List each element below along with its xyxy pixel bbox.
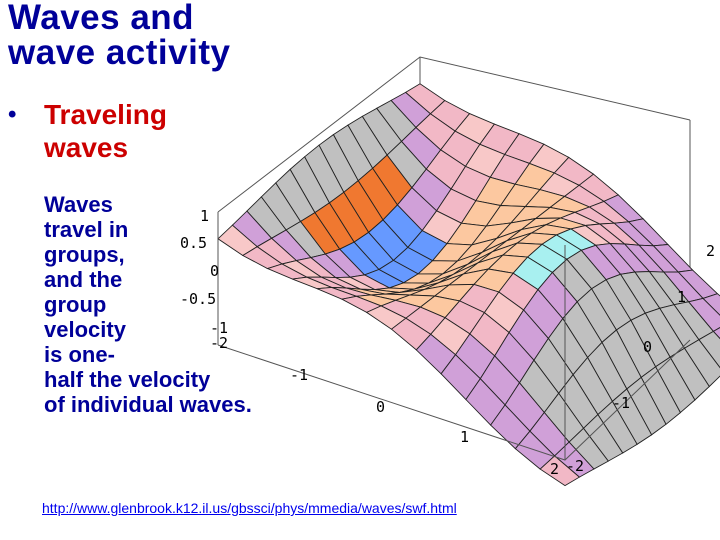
bullet-line-2: waves [44,132,129,163]
body-line: half the velocity [44,367,211,392]
z-tick-label: -0.5 [180,290,216,308]
x-tick-label: 0 [376,398,385,416]
source-link[interactable]: http://www.glenbrook.k12.il.us/gbssci/ph… [42,500,457,516]
y-tick-label: -2 [566,457,584,475]
body-line: of individual waves. [44,392,252,417]
y-tick-label: 1 [677,288,686,306]
title-line-1: Waves and [8,0,195,37]
body-line: group [44,292,107,317]
z-tick-label: 1 [200,207,209,225]
x-tick-label: -2 [210,334,228,352]
y-tick-label: 2 [706,242,715,260]
bullet-icon: • [8,101,17,128]
y-tick-label: -1 [612,394,630,412]
body-line: Waves [44,192,113,217]
bullet-heading: Traveling waves [44,98,224,164]
box-front-edges [217,212,691,461]
z-tick-label: 0.5 [180,234,207,252]
bullet-line-1: Traveling [44,99,167,130]
surface-mesh [217,83,720,487]
body-line: travel in [44,217,129,242]
x-tick-label: -1 [290,366,308,384]
body-line: groups, [44,242,125,267]
body-line: velocity [44,317,126,342]
z-tick-label: -1 [210,319,228,337]
body-paragraph: Waves travel in groups, and the group ve… [44,192,252,417]
slide-title: Waves and wave activity [8,0,230,70]
surface-cell [539,455,581,487]
x-tick-label: 1 [460,428,469,446]
z-tick-label: 0 [210,262,219,280]
surface-cell [712,327,720,340]
y-tick-label: 0 [643,338,652,356]
title-line-2: wave activity [8,33,231,72]
body-line: is one- [44,342,115,367]
body-line: and the [44,267,123,292]
x-tick-label: 2 [550,460,559,478]
